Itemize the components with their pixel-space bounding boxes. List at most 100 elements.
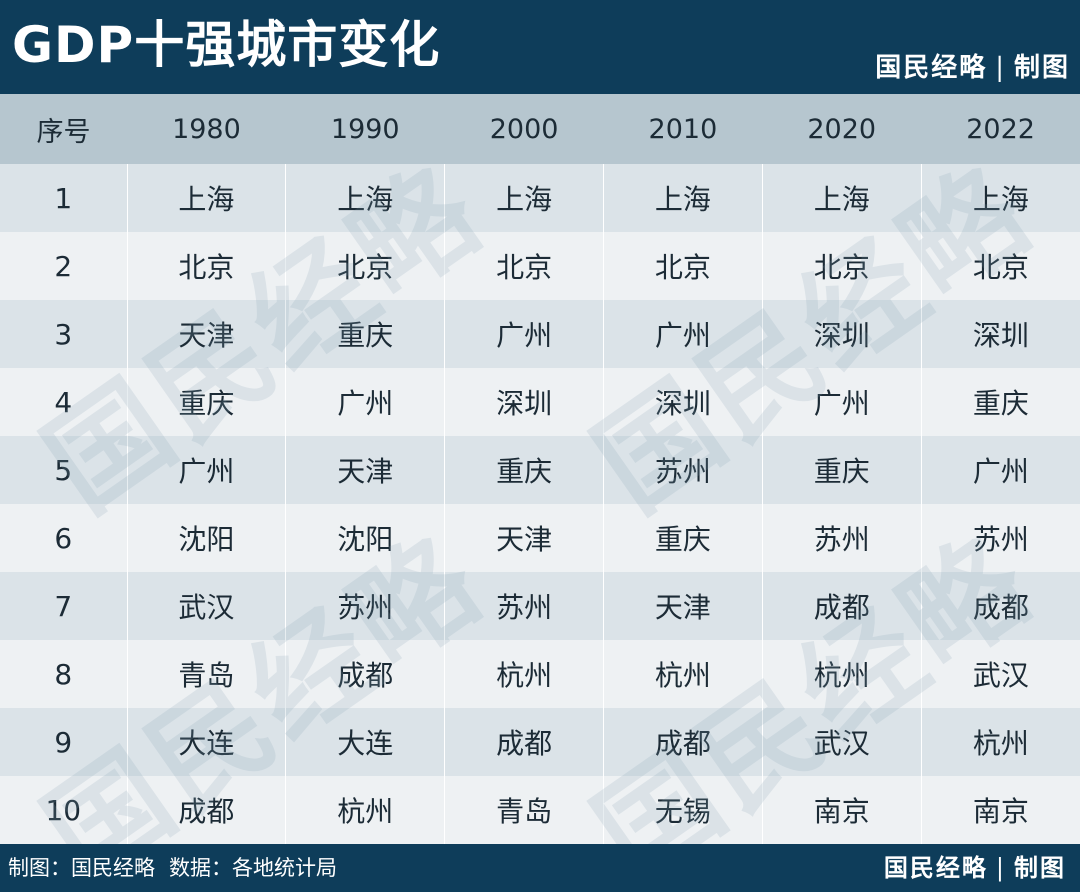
city-cell: 上海 (126, 164, 286, 232)
city-cell: 青岛 (126, 640, 286, 708)
city-cell: 苏州 (285, 572, 445, 640)
city-cell: 天津 (126, 300, 286, 368)
rank-cell: 7 (0, 572, 128, 640)
brand-name: 国民经略 (875, 53, 988, 83)
rank-cell: 2 (0, 232, 128, 300)
city-cell: 苏州 (920, 504, 1080, 572)
city-cell: 天津 (603, 572, 763, 640)
column-header-year: 2010 (603, 94, 763, 164)
city-cell: 青岛 (444, 776, 604, 844)
city-cell: 大连 (285, 708, 445, 776)
city-cell: 广州 (920, 436, 1080, 504)
column-header-year: 2020 (762, 94, 922, 164)
brand-tag: 制图 (1013, 53, 1070, 83)
city-cell: 天津 (285, 436, 445, 504)
city-cell: 重庆 (603, 504, 763, 572)
city-cell: 南京 (761, 776, 922, 844)
credit-value: 国民经略 (71, 856, 155, 880)
city-cell: 北京 (603, 232, 763, 300)
table-row: 4 重庆 广州 深圳 深圳 广州 重庆 (0, 368, 1080, 436)
table-row: 8 青岛 成都 杭州 杭州 杭州 武汉 (0, 640, 1080, 708)
city-cell: 深圳 (603, 368, 763, 436)
city-cell: 北京 (126, 232, 286, 300)
city-cell: 成都 (920, 572, 1080, 640)
credit-label: 制图： (8, 856, 71, 880)
city-cell: 广州 (761, 368, 922, 436)
footer-bar: 制图：国民经略 数据：各地统计局 国民经略 | 制图 (0, 844, 1080, 892)
table-row: 5 广州 天津 重庆 苏州 重庆 广州 (0, 436, 1080, 504)
brand-separator: | (995, 53, 1006, 83)
city-cell: 重庆 (761, 436, 922, 504)
city-cell: 北京 (285, 232, 445, 300)
rank-cell: 4 (0, 368, 128, 436)
source-value: 各地统计局 (232, 856, 337, 880)
city-cell: 大连 (126, 708, 286, 776)
footer-brand-separator: | (995, 854, 1006, 882)
footer-brand-name: 国民经略 (883, 853, 988, 882)
table-row: 3 天津 重庆 广州 广州 深圳 深圳 (0, 300, 1080, 368)
city-cell: 杭州 (444, 640, 604, 708)
column-header-rank: 序号 (0, 94, 128, 164)
page-title: GDP十强城市变化 (12, 16, 441, 74)
table-row: 1 上海 上海 上海 上海 上海 上海 (0, 164, 1080, 232)
city-cell: 成都 (444, 708, 604, 776)
city-cell: 武汉 (761, 708, 922, 776)
city-cell: 北京 (761, 232, 922, 300)
rank-cell: 5 (0, 436, 128, 504)
city-cell: 杭州 (761, 640, 922, 708)
column-header-year: 1980 (127, 94, 286, 164)
city-cell: 无锡 (603, 776, 763, 844)
brand-mark: 国民经略 | 制图 (875, 50, 1070, 86)
city-cell: 上海 (920, 164, 1080, 232)
city-cell: 深圳 (444, 368, 604, 436)
city-cell: 南京 (920, 776, 1080, 844)
city-cell: 沈阳 (126, 504, 286, 572)
city-cell: 天津 (444, 504, 604, 572)
ranking-table: 序号 1980 1990 2000 2010 2020 2022 1 上海 上海 上海 上海 上海 上海… (0, 94, 1080, 844)
city-cell: 武汉 (126, 572, 286, 640)
city-cell: 苏州 (444, 572, 604, 640)
city-cell: 广州 (285, 368, 445, 436)
table-row: 9 大连 大连 成都 成都 武汉 杭州 (0, 708, 1080, 776)
city-cell: 深圳 (761, 300, 922, 368)
table-row: 7 武汉 苏州 苏州 天津 成都 成都 (0, 572, 1080, 640)
city-cell: 杭州 (603, 640, 763, 708)
city-cell: 深圳 (920, 300, 1080, 368)
city-cell: 苏州 (761, 504, 922, 572)
city-cell: 上海 (603, 164, 763, 232)
city-cell: 上海 (761, 164, 922, 232)
city-cell: 重庆 (126, 368, 286, 436)
rank-cell: 8 (0, 640, 128, 708)
city-cell: 北京 (444, 232, 604, 300)
column-header-year: 2022 (921, 94, 1080, 164)
footer-credit: 制图：国民经略 数据：各地统计局 (8, 853, 337, 883)
column-header-year: 2000 (444, 94, 604, 164)
column-header-year: 1990 (285, 94, 445, 164)
table-row: 2 北京 北京 北京 北京 北京 北京 (0, 232, 1080, 300)
city-cell: 广州 (603, 300, 763, 368)
city-cell: 重庆 (444, 436, 604, 504)
table-row: 10 成都 杭州 青岛 无锡 南京 南京 (0, 776, 1080, 844)
rank-cell: 6 (0, 504, 128, 572)
rank-cell: 10 (0, 776, 128, 844)
table-row: 6 沈阳 沈阳 天津 重庆 苏州 苏州 (0, 504, 1080, 572)
city-cell: 苏州 (603, 436, 763, 504)
city-cell: 武汉 (920, 640, 1080, 708)
rank-cell: 3 (0, 300, 128, 368)
city-cell: 成都 (603, 708, 763, 776)
city-cell: 广州 (126, 436, 286, 504)
rank-cell: 1 (0, 164, 128, 232)
city-cell: 成都 (761, 572, 922, 640)
city-cell: 杭州 (285, 776, 445, 844)
rank-cell: 9 (0, 708, 128, 776)
city-cell: 沈阳 (285, 504, 445, 572)
city-cell: 杭州 (920, 708, 1080, 776)
footer-brand-tag: 制图 (1014, 853, 1066, 882)
footer-brand-mark: 国民经略 | 制图 (884, 850, 1066, 886)
city-cell: 重庆 (285, 300, 445, 368)
table-body: 1 上海 上海 上海 上海 上海 上海 2 北京 北京 北京 北京 北京 北京 3 天津 重庆 广州 广州 深圳 深圳 4… (0, 164, 1080, 844)
source-label: 数据： (169, 856, 232, 880)
city-cell: 广州 (444, 300, 604, 368)
table-header-row: 序号 1980 1990 2000 2010 2020 2022 (0, 94, 1080, 164)
